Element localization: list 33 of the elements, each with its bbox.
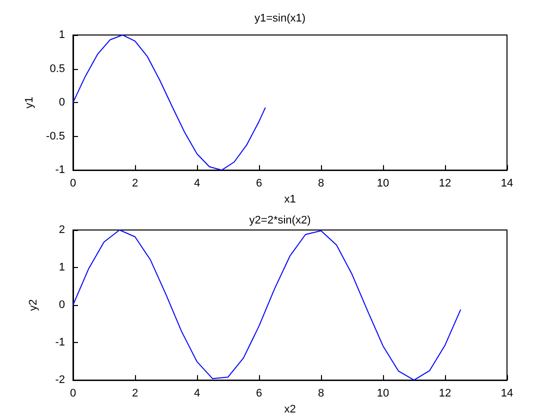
y-tick-label: -2 — [55, 374, 65, 386]
x-tick-label: 6 — [256, 178, 262, 190]
y-tick-label: 1 — [58, 262, 65, 274]
y-axis-title: y1 — [24, 96, 36, 108]
x-tick-label: 8 — [318, 388, 324, 400]
x-tick-label: 4 — [194, 178, 200, 190]
x-axis-title: x1 — [284, 194, 296, 206]
y-tick-label: -1 — [55, 164, 65, 176]
y-tick-label: 0.5 — [50, 62, 65, 75]
x-tick-label: 10 — [376, 388, 390, 400]
y-tick-label: 2 — [58, 224, 65, 236]
x-axis-title: x2 — [284, 404, 296, 416]
y-tick-label: -0.5 — [46, 130, 65, 142]
x-tick-label: 2 — [132, 178, 138, 190]
x-tick-label: 2 — [132, 388, 138, 400]
x-tick-label: 4 — [194, 388, 200, 400]
x-tick-label: 0 — [70, 178, 76, 190]
chart-title: y1=sin(x1) — [254, 12, 306, 24]
chart-title: y2=2*sin(x2) — [249, 214, 311, 226]
x-tick-label: 12 — [438, 388, 452, 400]
x-tick-label: 6 — [256, 388, 262, 400]
x-tick-label: 14 — [500, 388, 514, 400]
y-axis-title: y2 — [28, 299, 40, 311]
y-tick-label: 1 — [58, 29, 65, 41]
x-tick-label: 10 — [376, 178, 390, 190]
y-tick-label: -1 — [55, 336, 65, 349]
line-series — [72, 230, 461, 381]
x-tick-label: 14 — [500, 178, 514, 190]
y-tick-label: 0 — [58, 96, 65, 109]
x-tick-label: 0 — [70, 388, 76, 400]
x-tick-label: 12 — [438, 178, 452, 190]
x-tick-label: 8 — [318, 178, 324, 190]
y-tick-label: 0 — [58, 299, 65, 312]
